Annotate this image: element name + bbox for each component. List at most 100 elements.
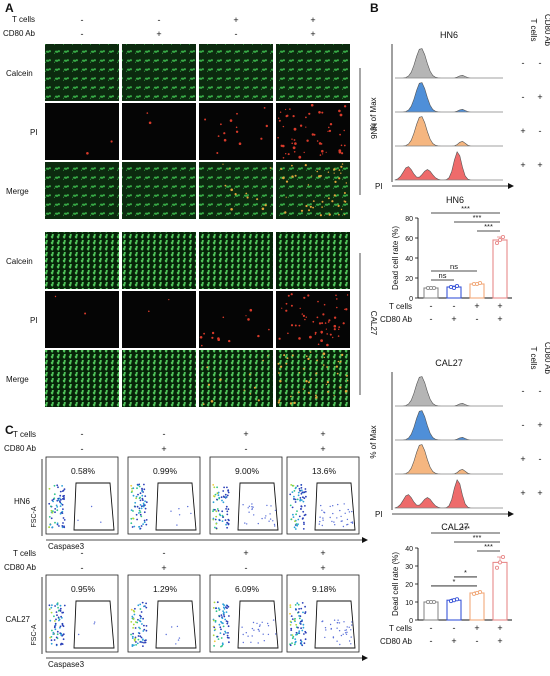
row-label-pi: PI [30,316,38,325]
c-cal27-label: CAL27 [6,615,31,624]
bar-chart-title: CAL27 [441,522,469,532]
bar [446,599,462,621]
bar-chart-title: HN6 [446,195,464,205]
cal27-hist-title: CAL27 [435,358,463,368]
a-t-cells-label: T cells [12,15,35,24]
micrograph [276,350,350,407]
c-cd80-sign: + [320,444,325,454]
a-t-cells-sign: + [233,15,238,25]
c-t-cells-label: T cells [13,549,36,558]
hist-pi-label: PI [375,182,383,191]
panel-c-label: C [5,423,14,437]
micrograph [199,103,273,160]
c-t-cells-sign: + [243,429,248,439]
b-t-cells-label: T cells [529,347,538,370]
b-t-cells-sign: - [522,386,525,396]
data-point [500,234,506,240]
micrograph [276,291,350,348]
c-cd80-sign: + [320,563,325,573]
c-cd80-label: CD80 Ab [4,563,37,572]
data-point [500,554,506,560]
row-label-calcein: Calcein [6,257,33,266]
micrograph [199,162,273,219]
panel-b-label: B [370,1,379,15]
flow-percent: 0.95% [71,584,96,594]
a-cal27-label: CAL27 [369,311,378,336]
bar-t-cells-label: T cells [389,624,412,633]
gate [237,482,279,531]
micrograph [199,232,273,289]
gate [237,600,279,649]
a-t-cells-sign: - [81,15,84,25]
micrograph [45,44,119,101]
micrograph [199,44,273,101]
b-cd80-sign: + [537,92,542,102]
b-cd80-sign: + [537,420,542,430]
significance-label: *** [484,222,493,231]
significance-label: * [453,577,456,586]
significance-label: *** [461,204,470,213]
gate [73,482,115,531]
significance-label: *** [484,542,493,551]
c-t-cells-sign: - [81,548,84,558]
y-tick-label: 10 [405,600,413,607]
hn6-hist-title: HN6 [440,30,458,40]
flow-plot: 9.18% [286,574,360,653]
flow-percent: 13.6% [312,466,337,476]
bar-cd80-sign: - [430,314,433,324]
bar-t-cells-sign: + [474,623,479,633]
flow-plot: 6.09% [209,574,283,653]
bar [469,592,485,621]
b-cd80-sign: - [539,126,542,136]
row-label-merge: Merge [6,375,29,384]
bar-cd80-label: CD80 Ab [380,637,413,646]
a-hn6-label: HN6 [369,123,378,140]
bar-t-cells-sign: - [453,301,456,311]
a-cd80-sign: + [310,29,315,39]
c-t-cells-sign: - [163,429,166,439]
gate [155,600,197,649]
bar [469,283,485,299]
micrograph [45,103,119,160]
bar [492,239,508,299]
panel-b: B HN6 T cells CD80 Ab - - - + + - + + % of Max PI CAL2… [369,1,550,646]
c-cd80-sign: - [81,563,84,573]
histogram-gray [395,376,503,407]
axis-arrow [362,655,368,661]
pct-max-label: % of Max [369,97,378,130]
axis-arrow [362,537,368,543]
flow-percent: 1.29% [153,584,178,594]
hist-pi-label: PI [375,510,383,519]
flow-plot: 13.6% [286,456,360,535]
b-t-cells-sign: - [522,92,525,102]
c-t-cells-sign: - [163,548,166,558]
axis-arrow [508,511,514,517]
b-cd80-label: CD80 Ab [543,14,550,47]
flow-plot: 1.29% [127,574,201,653]
histogram-blue [395,410,503,441]
micrograph [276,103,350,160]
flow-percent: 9.00% [235,466,260,476]
flow-percent: 9.18% [312,584,337,594]
data-point [477,280,483,286]
b-cd80-sign: + [537,488,542,498]
gate [314,600,356,649]
flow-percent: 0.99% [153,466,178,476]
micrograph [122,350,196,407]
fsc-axis-label: FSC-A [31,506,38,527]
y-tick-label: 60 [405,236,413,243]
bar-cd80-sign: - [430,636,433,646]
caspase-axis-label: Caspase3 [48,542,85,551]
c-t-cells-sign: + [243,548,248,558]
bar-cd80-sign: + [497,314,502,324]
b-t-cells-label: T cells [529,19,538,42]
significance-label: *** [473,213,482,222]
b-t-cells-sign: + [520,160,525,170]
b-cd80-label: CD80 Ab [543,342,550,375]
histogram-red [394,151,503,181]
panel-a: AT cells CD80 Ab - - - + + - + + Calcein PI Merge Cal… [3,1,378,407]
data-point [431,599,437,605]
flow-plot: 0.95% [45,574,119,653]
c-cd80-sign: - [245,444,248,454]
